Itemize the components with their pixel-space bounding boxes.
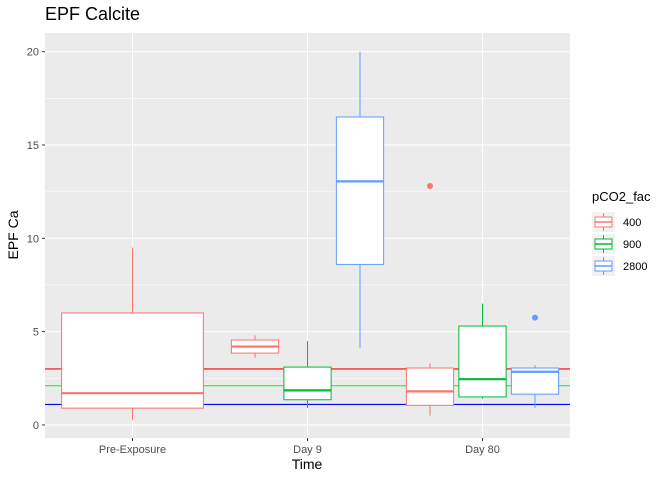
y-axis-title: EPF Ca xyxy=(5,210,21,259)
outlier-point xyxy=(427,183,433,190)
legend-label: 900 xyxy=(623,239,641,251)
x-tick-label: Day 9 xyxy=(293,444,322,456)
legend-entry-400: 400 xyxy=(592,212,641,232)
box-iqr xyxy=(283,366,332,401)
boxplots xyxy=(61,51,560,421)
y-tick-label: 10 xyxy=(27,233,39,245)
chart-title: EPF Calcite xyxy=(45,4,140,24)
y-tick-label: 20 xyxy=(27,47,39,59)
legend-entries: 400 900 2800 xyxy=(592,212,647,276)
x-axis-ticks: Pre-Exposure Day 9 Day 80 xyxy=(99,438,500,456)
legend-entry-2800: 2800 xyxy=(592,256,647,276)
y-tick-label: 15 xyxy=(27,140,39,152)
legend-entry-900: 900 xyxy=(592,234,641,254)
y-tick-label: 5 xyxy=(33,327,39,339)
boxplot-2800 xyxy=(510,314,560,409)
y-tick-label: 0 xyxy=(33,420,39,432)
legend-label: 400 xyxy=(623,217,641,229)
legend: pCO2_fac 400 900 2800 xyxy=(592,189,651,276)
boxplot-400 xyxy=(61,247,204,421)
box-iqr xyxy=(335,116,385,265)
boxplot-400 xyxy=(405,183,455,416)
x-tick-label: Day 80 xyxy=(465,444,500,456)
boxplot-400 xyxy=(230,335,280,358)
x-tick-label: Pre-Exposure xyxy=(99,444,166,456)
outlier-point xyxy=(532,314,538,321)
x-axis-title: Time xyxy=(292,456,323,472)
legend-title: pCO2_fac xyxy=(592,189,651,204)
y-axis-ticks: 0 5 10 15 20 xyxy=(27,47,45,432)
boxplot-900 xyxy=(283,340,332,409)
box-iqr xyxy=(458,325,507,398)
box-iqr xyxy=(405,367,455,406)
boxplot-2800 xyxy=(335,51,385,349)
boxplot-900 xyxy=(458,303,507,399)
legend-label: 2800 xyxy=(623,261,647,273)
